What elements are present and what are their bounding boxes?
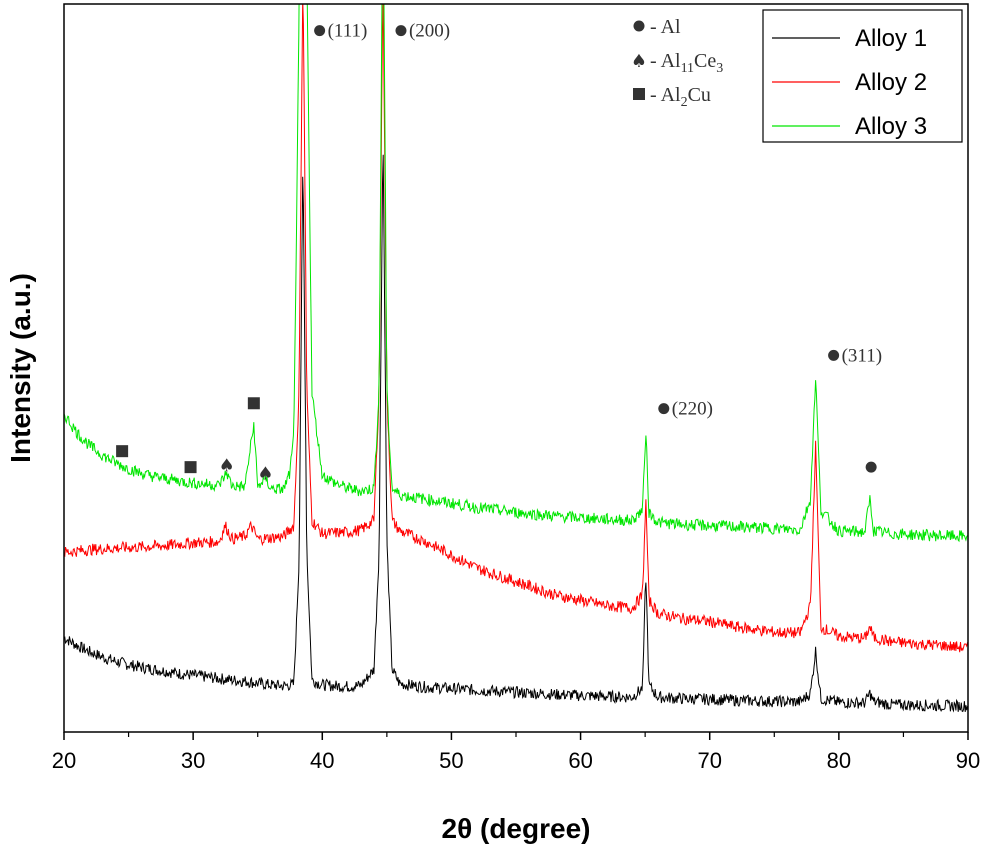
square-key-icon [633,88,645,100]
peak-label: (111) [328,21,368,42]
circle-peak-marker [314,25,326,37]
x-axis-title: 2θ (degree) [442,813,591,844]
x-tick-label: 70 [697,748,721,773]
x-tick-label: 60 [568,748,592,773]
x-tick-label: 80 [827,748,851,773]
peak-annotations: (111) (200) (220) (311) ♠ ♠ [116,21,882,484]
y-axis-title: Intensity (a.u.) [5,273,36,463]
x-tick-label: 30 [181,748,205,773]
circle-peak-marker [395,25,407,37]
legend-label-alloy-2: Alloy 2 [855,69,927,96]
phase-key-label: - Al2Cu [650,84,711,110]
circle-peak-marker [658,403,670,415]
legend-label-alloy-3: Alloy 3 [855,113,927,140]
legend-label-alloy-1: Alloy 1 [855,25,927,52]
peak-label: (200) [409,21,450,42]
legend: Alloy 1 Alloy 2 Alloy 3 [762,9,963,143]
spade-key-icon: ♠ [631,51,647,72]
circle-peak-marker [865,461,877,473]
spade-peak-marker: ♠ [219,455,235,476]
spade-peak-marker: ♠ [257,463,273,484]
peak-label: (220) [672,399,713,420]
circle-key-icon [633,20,645,32]
phase-key-label: - Al [650,16,681,38]
x-tick-label: 90 [956,748,980,773]
phase-key: - Al♠ - Al11Ce3 - Al2Cu [631,16,723,110]
x-axis: 20 30 40 50 60 70 80 90 [52,732,980,773]
series-line-alloy-3 [64,4,968,543]
x-tick-label: 40 [310,748,334,773]
circle-peak-marker [828,349,840,361]
square-peak-marker [184,461,197,474]
series-line-alloy-1 [64,154,968,713]
x-tick-label: 50 [439,748,463,773]
square-peak-marker [247,397,260,410]
square-peak-marker [116,445,129,458]
legend-box [762,9,963,143]
series-line-alloy-2 [64,4,968,653]
x-tick-label: 20 [52,748,76,773]
phase-key-label: - Al11Ce3 [650,50,723,76]
series-layer [64,4,968,713]
peak-label: (311) [842,345,882,366]
